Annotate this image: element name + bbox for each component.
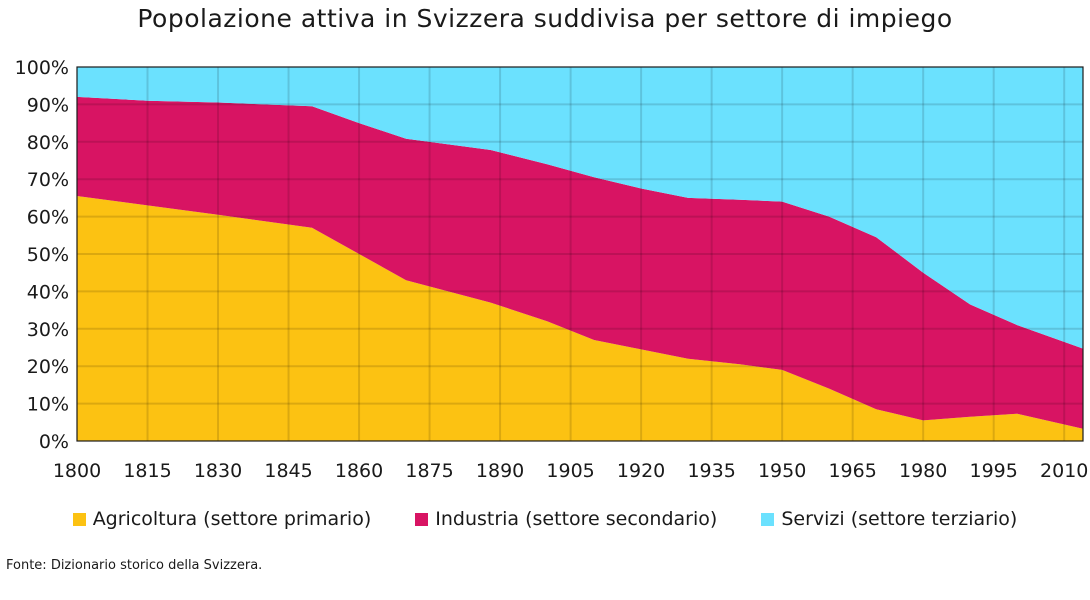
legend-label-agricoltura: Agricoltura (settore primario) [92, 508, 372, 530]
x-tick-label: 2010 [1040, 460, 1088, 482]
y-tick-label: 10% [27, 394, 69, 416]
legend-swatch-servizi [761, 512, 775, 526]
y-tick-label: 50% [27, 244, 69, 266]
x-tick-label: 1815 [123, 460, 171, 482]
gridlines [77, 67, 1083, 441]
x-tick-label: 1860 [335, 460, 383, 482]
x-tick-label: 1995 [970, 460, 1018, 482]
legend-item-industria: Industria (settore secondario) [415, 508, 717, 530]
chart-title: Popolazione attiva in Svizzera suddivisa… [137, 4, 953, 33]
y-tick-label: 30% [27, 319, 69, 341]
y-tick-label: 100% [15, 57, 69, 79]
x-tick-label: 1800 [53, 460, 101, 482]
x-tick-label: 1905 [546, 460, 594, 482]
legend-label-industria: Industria (settore secondario) [435, 508, 718, 530]
legend-item-servizi: Servizi (settore terziario) [761, 508, 1017, 530]
x-tick-label: 1875 [405, 460, 453, 482]
series-area-1 [77, 96, 1083, 429]
x-tick-label: 1890 [476, 460, 524, 482]
x-tick-label: 1935 [687, 460, 735, 482]
y-tick-label: 90% [27, 94, 69, 116]
legend-label-servizi: Servizi (settore terziario) [781, 508, 1018, 530]
legend-item-agricoltura: Agricoltura (settore primario) [72, 508, 372, 530]
legend: Agricoltura (settore primario) Industria… [0, 508, 1090, 530]
x-tick-label: 1980 [899, 460, 947, 482]
series-area-0 [77, 196, 1083, 441]
x-axis-ticks: 1800 1815 1830 1845 1860 1875 1890 1905 1920 1935… [53, 460, 1089, 482]
plot-frame [76, 66, 1084, 442]
y-axis-ticks: 0% 10% 20% 30% 40% 50% 60% 70% 80% 90% 100% [15, 57, 69, 453]
legend-swatch-industria [415, 512, 429, 526]
y-tick-label: 40% [27, 281, 69, 303]
legend-swatch-agricoltura [72, 512, 86, 526]
x-tick-label: 1950 [758, 460, 806, 482]
y-tick-label: 80% [27, 132, 69, 154]
y-tick-label: 70% [27, 169, 69, 191]
y-tick-label: 20% [27, 356, 69, 378]
source-note: Fonte: Dizionario storico della Svizzera… [6, 558, 263, 573]
y-tick-label: 60% [27, 207, 69, 229]
series-areas [77, 67, 1083, 441]
y-tick-label: 0% [39, 431, 69, 453]
x-tick-label: 1920 [617, 460, 665, 482]
series-area-2 [77, 67, 1083, 349]
x-tick-label: 1845 [264, 460, 312, 482]
x-tick-label: 1830 [194, 460, 242, 482]
x-tick-label: 1965 [828, 460, 876, 482]
